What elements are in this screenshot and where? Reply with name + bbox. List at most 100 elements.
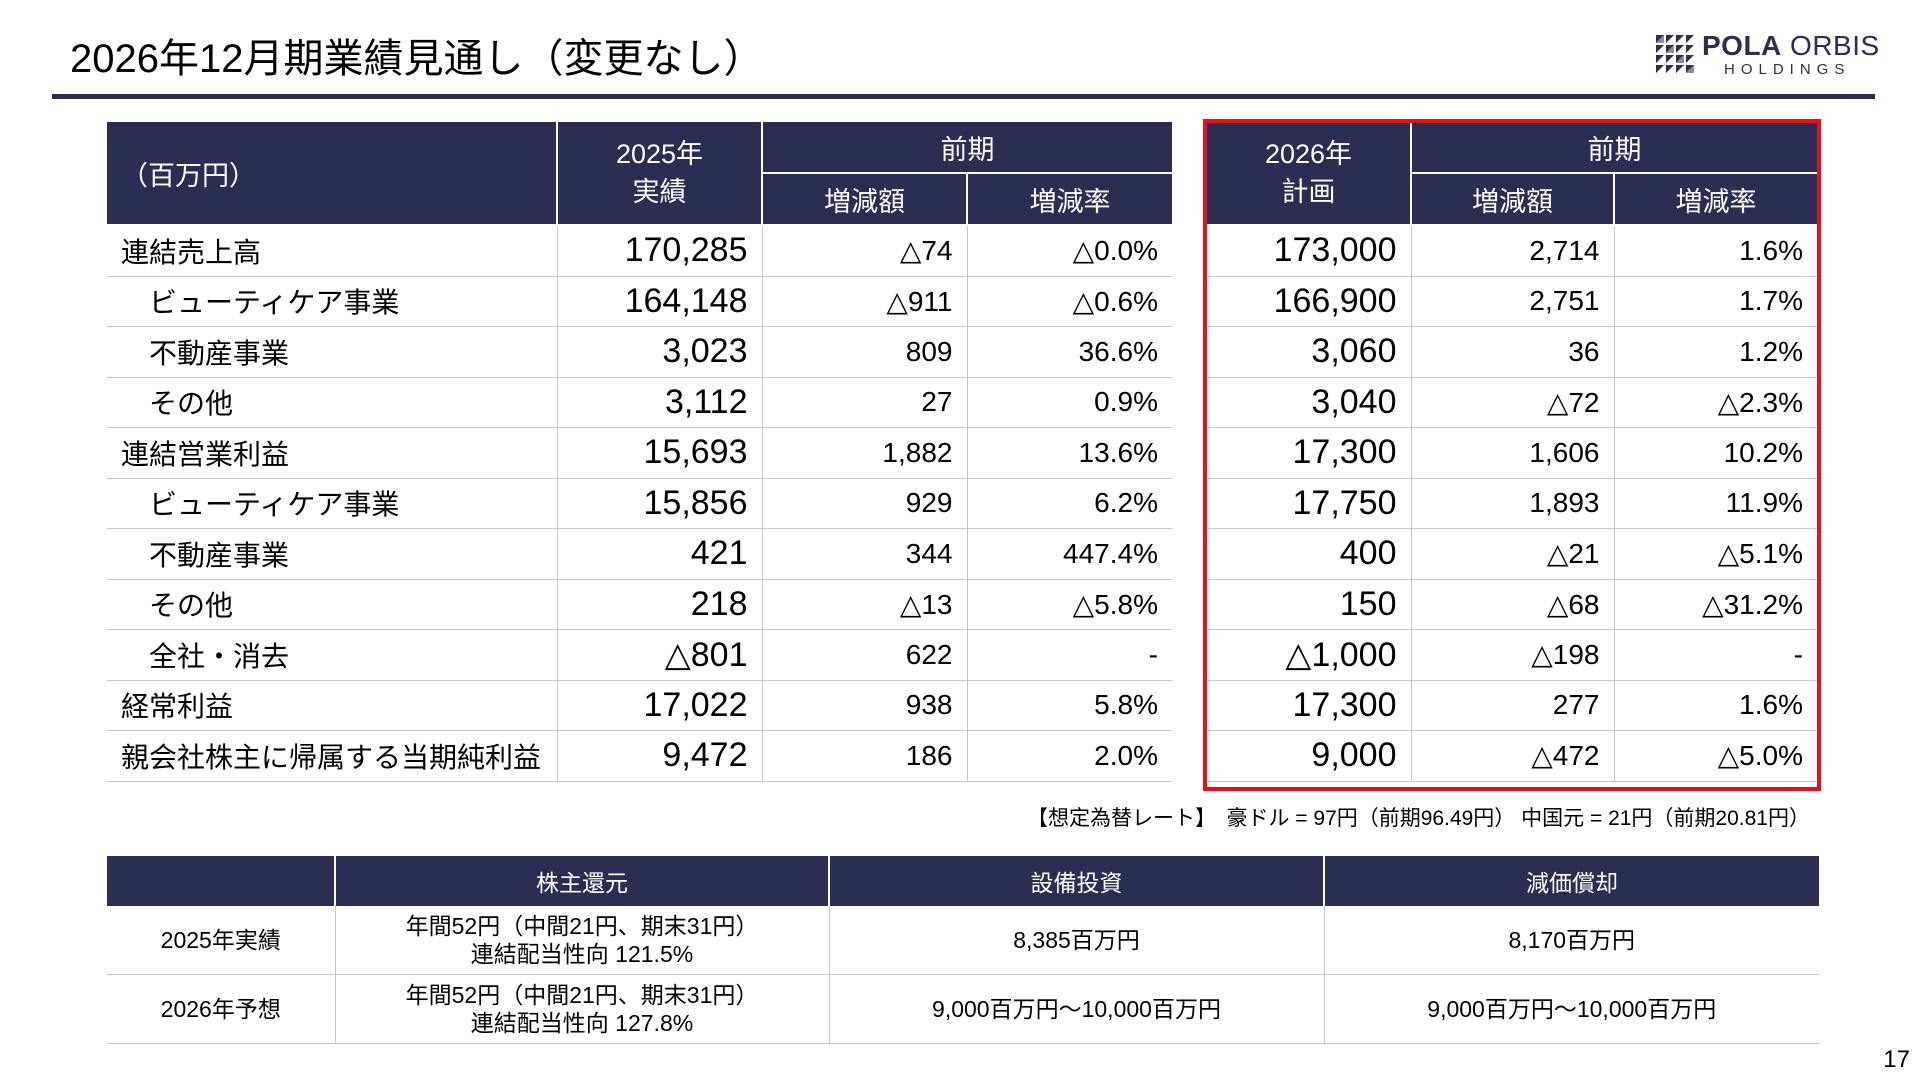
bottom-row-label: 2026年予想 [107,974,336,1044]
diff-2026-value: 2,751 [1411,276,1615,327]
actual-2025-value: 15,693 [557,427,763,479]
header-capex: 設備投資 [829,856,1325,906]
table-row: 9,000 △472 △5.0% [1207,730,1817,782]
plan-2026-value: 17,300 [1207,680,1412,731]
dividend-cell: 年間52円（中間21円、期末31円） 連結配当性向 127.8% [335,974,830,1044]
diff-2025-value: 809 [762,326,968,378]
rate-2026-value: △5.0% [1614,730,1817,782]
company-logo: POLA ORBIS HOLDINGS [1656,30,1879,78]
rate-2025-value: - [967,629,1172,681]
logo-mark-icon [1656,35,1694,73]
plan-2026-value: 3,040 [1207,377,1412,428]
shareholder-capex-table: 株主還元 設備投資 減価償却 2025年実績 年間52円（中間21円、期末31円）… [107,856,1819,1044]
diff-2025-value: 186 [762,730,968,782]
rate-2026-value: - [1614,629,1817,681]
actual-2025-value: 421 [557,528,763,580]
depreciation-value: 8,170百万円 [1324,906,1819,975]
row-label: その他 [107,579,558,630]
actual-2025-value: 164,148 [557,276,763,327]
plan-2026-value: 150 [1207,579,1412,630]
page-number: 17 [1883,1046,1910,1073]
table-row: その他 218 △13 △5.8% [107,579,1172,630]
plan-2026-value: 166,900 [1207,276,1412,327]
table-row: 166,900 2,751 1.7% [1207,276,1817,327]
table-row: 経常利益 17,022 938 5.8% [107,680,1172,731]
actual-2025-value: 170,285 [557,225,763,277]
diff-2026-value: △72 [1411,377,1615,428]
table-row: ビューティケア事業 164,148 △911 △0.6% [107,276,1172,327]
diff-2026-value: 36 [1411,326,1615,378]
rate-2025-value: △0.6% [967,276,1172,327]
dividend-cell: 年間52円（中間21円、期末31円） 連結配当性向 121.5% [335,906,830,975]
logo-brand: POLA ORBIS [1702,30,1880,61]
table-row: 17,300 1,606 10.2% [1207,427,1817,479]
header-dividend: 株主還元 [335,856,830,906]
row-label: その他 [107,377,558,428]
table-row: 400 △21 △5.1% [1207,528,1817,580]
diff-2025-value: 938 [762,680,968,731]
actual-2025-value: △801 [557,629,763,681]
dividend-line: 年間52円（中間21円、期末31円） [405,982,759,1008]
row-label: 連結営業利益 [107,427,558,479]
diff-2026-value: △68 [1411,579,1615,630]
diff-2025-value: △13 [762,579,968,630]
table-row: 連結営業利益 15,693 1,882 13.6% [107,427,1172,479]
header-depreciation: 減価償却 [1324,856,1819,906]
header-prev-2025: 前期 [762,122,1172,174]
header-rate-2025: 増減率 [967,173,1172,226]
row-label: 不動産事業 [107,528,558,580]
diff-2025-value: 27 [762,377,968,428]
rate-2025-value: △5.8% [967,579,1172,630]
diff-2025-value: 1,882 [762,427,968,479]
plan-2026-value: 17,300 [1207,427,1412,479]
diff-2025-value: △911 [762,276,968,327]
table-row: 2026年予想 年間52円（中間21円、期末31円） 連結配当性向 127.8% 9,… [107,974,1819,1044]
diff-2025-value: 622 [762,629,968,681]
table-row: 不動産事業 3,023 809 36.6% [107,326,1172,378]
plan-2026-value: 17,750 [1207,478,1412,529]
table-row: 2025年実績 年間52円（中間21円、期末31円） 連結配当性向 121.5% 8,… [107,906,1819,975]
rate-2026-value: △2.3% [1614,377,1817,428]
page-title: 2026年12月期業績見通し（変更なし） [70,37,764,81]
fx-rate-note: 【想定為替レート】 豪ドル = 97円（前期96.49円） 中国元 = 21円（… [1026,807,1810,830]
unit-label: （百万円） [107,122,558,226]
header-diff-2026: 増減額 [1411,173,1615,226]
rate-2026-value: 1.6% [1614,680,1817,731]
plan-2026-value: 173,000 [1207,225,1412,277]
table-row: その他 3,112 27 0.9% [107,377,1172,428]
rate-2026-value: 1.6% [1614,225,1817,277]
actual-2025-value: 15,856 [557,478,763,529]
row-label: 全社・消去 [107,629,558,681]
capex-value: 8,385百万円 [829,906,1325,975]
diff-2026-value: 2,714 [1411,225,1615,277]
rate-2025-value: △0.0% [967,225,1172,277]
table-row: 連結売上高 170,285 △74 △0.0% [107,225,1172,277]
bottom-row-label: 2025年実績 [107,906,336,975]
header-diff-2025: 増減額 [762,173,968,226]
payout-ratio-line: 連結配当性向 121.5% [470,941,694,967]
plan-2026-value: △1,000 [1207,629,1412,681]
row-label: 不動産事業 [107,326,558,378]
diff-2026-value: △21 [1411,528,1615,580]
row-label: 経常利益 [107,680,558,731]
diff-2026-value: △472 [1411,730,1615,782]
rate-2025-value: 36.6% [967,326,1172,378]
plan-2026-table: 2026年 計画 前期 増減額 増減率 173,000 2,714 1.6% 166,… [1207,122,1817,782]
rate-2026-value: 1.2% [1614,326,1817,378]
actual-2025-value: 218 [557,579,763,630]
depreciation-value: 9,000百万円～10,000百万円 [1324,974,1819,1044]
table-row: ビューティケア事業 15,856 929 6.2% [107,478,1172,529]
row-label: 親会社株主に帰属する当期純利益 [107,730,558,782]
header-rate-2026: 増減率 [1614,173,1817,226]
results-2025-table: （百万円） 2025年 実績 前期 増減額 増減率 連結売上高 170,285 △7… [107,122,1172,782]
plan-2026-value: 3,060 [1207,326,1412,378]
diff-2026-value: 1,606 [1411,427,1615,479]
diff-2026-value: 1,893 [1411,478,1615,529]
rate-2025-value: 0.9% [967,377,1172,428]
actual-2025-value: 3,023 [557,326,763,378]
row-label: ビューティケア事業 [107,478,558,529]
header-2025-actual: 2025年 実績 [557,122,763,226]
rate-2025-value: 2.0% [967,730,1172,782]
table-row: 17,300 277 1.6% [1207,680,1817,731]
header-2026-plan: 2026年 計画 [1207,122,1412,226]
